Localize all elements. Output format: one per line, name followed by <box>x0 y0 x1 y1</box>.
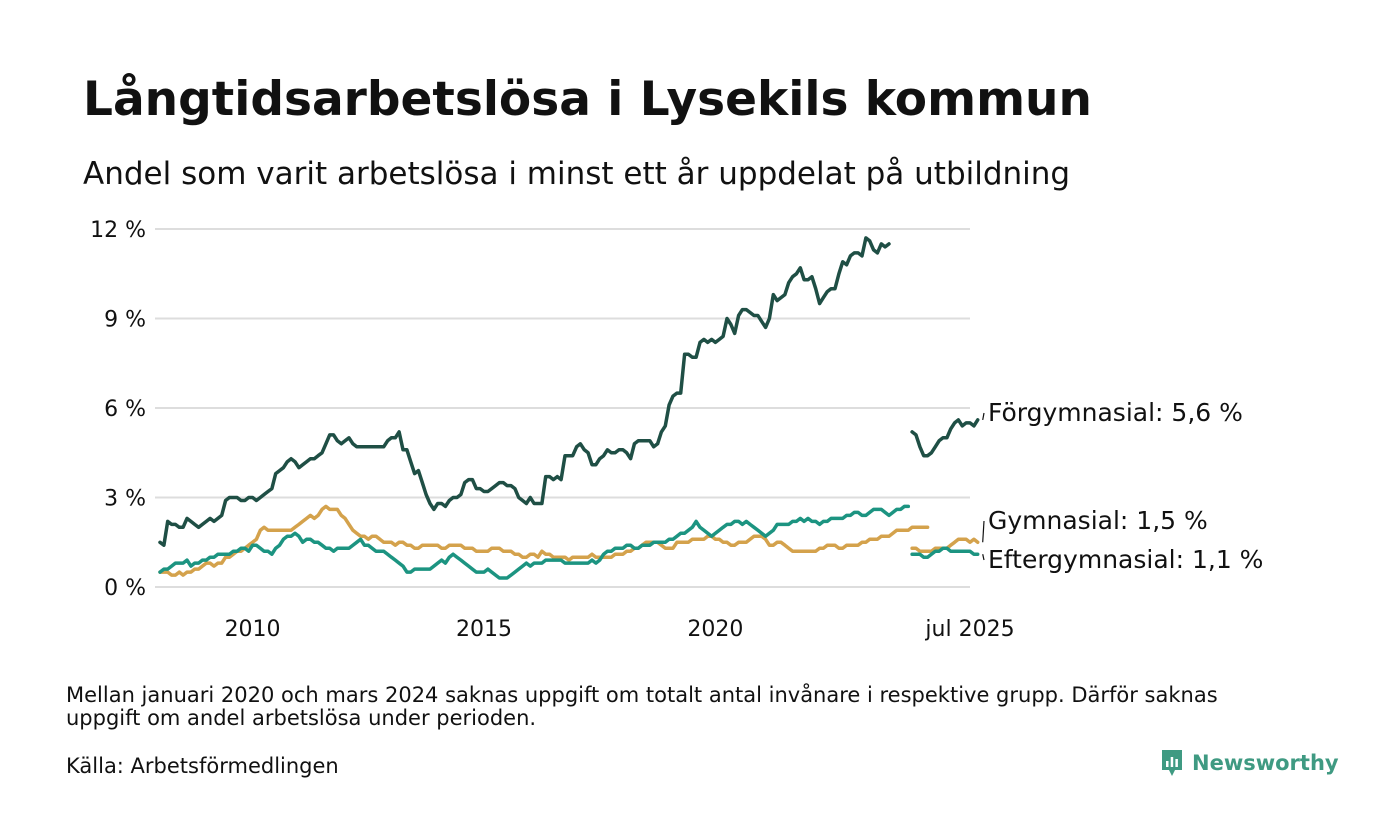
grid-lines <box>155 228 970 588</box>
brand-logo: Newsworthy <box>1160 748 1339 778</box>
series-end-label: Gymnasial: 1,5 % <box>988 506 1208 535</box>
series-end-label: Förgymnasial: 5,6 % <box>988 398 1243 427</box>
series-line-eftergymnasial <box>158 504 911 580</box>
y-tick-label: 6 % <box>104 397 146 422</box>
footnote: Mellan januari 2020 och mars 2024 saknas… <box>66 683 1218 730</box>
label-connector <box>982 412 985 421</box>
y-tick-label: 9 % <box>104 308 146 333</box>
series-end-label: Eftergymnasial: 1,1 % <box>988 545 1263 574</box>
x-tick-label: 2015 <box>456 617 512 642</box>
chart-subtitle: Andel som varit arbetslösa i minst ett å… <box>83 156 1071 192</box>
chart-title: Långtidsarbetslösa i Lysekils kommun <box>83 72 1092 127</box>
series-line-förgymnasial <box>158 236 891 547</box>
y-tick-label: 0 % <box>104 576 146 601</box>
series-lines <box>158 236 980 580</box>
line-chart: 0 % 3 % 6 % 9 % 12 % 2010 2015 2020 jul 2025 Fö… <box>90 218 1263 642</box>
x-tick-label: 2010 <box>225 617 281 642</box>
newsworthy-logo-icon <box>1162 750 1182 776</box>
series-line-förgymnasial <box>910 418 980 458</box>
brand-name: Newsworthy <box>1192 751 1339 775</box>
x-tick-label: 2020 <box>687 617 743 642</box>
series-line-eftergymnasial <box>910 546 980 559</box>
label-connector <box>982 554 985 561</box>
x-tick-label: jul 2025 <box>924 617 1014 642</box>
series-line-gymnasial <box>158 504 930 577</box>
label-connector <box>982 520 985 543</box>
source-text: Källa: Arbetsförmedlingen <box>66 754 339 778</box>
y-tick-label: 12 % <box>90 218 146 243</box>
series-end-labels: Förgymnasial: 5,6 % Gymnasial: 1,5 % Efter… <box>982 398 1263 574</box>
y-axis-ticks: 0 % 3 % 6 % 9 % 12 % <box>90 218 146 601</box>
y-tick-label: 3 % <box>104 487 146 512</box>
x-axis-ticks: 2010 2015 2020 jul 2025 <box>225 617 1015 642</box>
